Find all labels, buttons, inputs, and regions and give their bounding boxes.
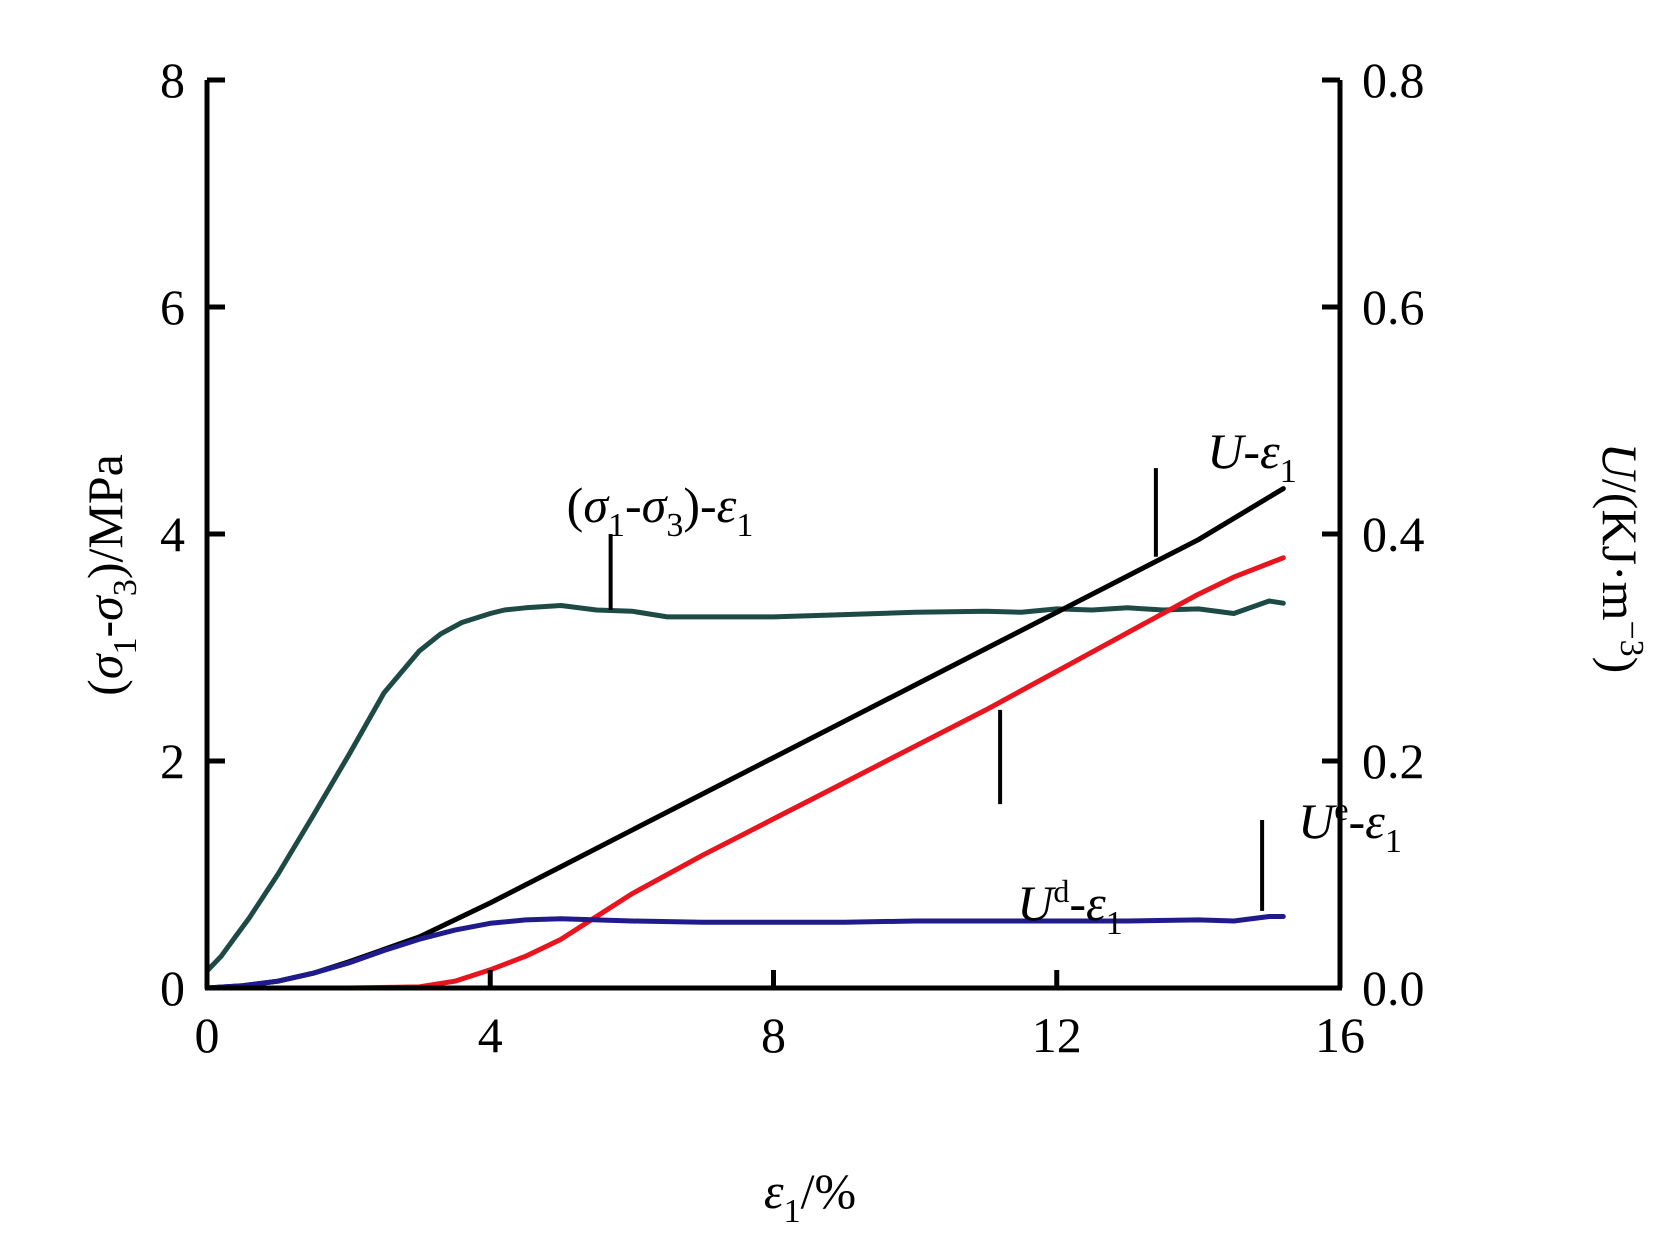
right-y-tick-label: 0.0 [1362, 960, 1425, 1016]
right-y-tick-label: 0.4 [1362, 506, 1425, 562]
left-y-tick-label: 4 [160, 506, 185, 562]
right-y-axis-title: U/(KJ·m−3) [1592, 443, 1650, 674]
U-curve-label: U-ε1 [1207, 423, 1296, 490]
left-y-axis-title: (σ1-σ3)/MPa [77, 454, 144, 696]
right-y-tick-label: 0.6 [1362, 279, 1425, 335]
x-tick-label: 16 [1315, 1007, 1365, 1063]
series-line-Ue [204, 914, 1286, 991]
left-y-tick-label: 0 [160, 960, 185, 1016]
x-tick-label: 8 [761, 1007, 786, 1063]
stress-curve-label: (σ1-σ3)-ε1 [567, 477, 754, 544]
x-tick-label: 0 [195, 1007, 220, 1063]
left-y-tick-label: 6 [160, 279, 185, 335]
series-line-stress [204, 598, 1286, 974]
x-tick-label: 4 [478, 1007, 503, 1063]
Ud-curve-label: Ud-ε1 [1017, 873, 1122, 942]
right-y-tick-label: 0.2 [1362, 733, 1425, 789]
axes-frame [204, 80, 1343, 991]
left-y-tick-label: 2 [160, 733, 185, 789]
right-y-tick-label: 0.8 [1362, 52, 1425, 108]
annotation-layer [608, 468, 1265, 911]
x-axis-title: ε1/% [764, 1163, 856, 1230]
tick-layer: 0 4 8 12 16 0 2 4 6 8 0.0 0.2 0.4 0.6 0.8 [160, 52, 1425, 1063]
Ue-curve-label: Ue-ε1 [1298, 791, 1402, 860]
x-tick-label: 12 [1032, 1007, 1082, 1063]
left-y-tick-label: 8 [160, 52, 185, 108]
